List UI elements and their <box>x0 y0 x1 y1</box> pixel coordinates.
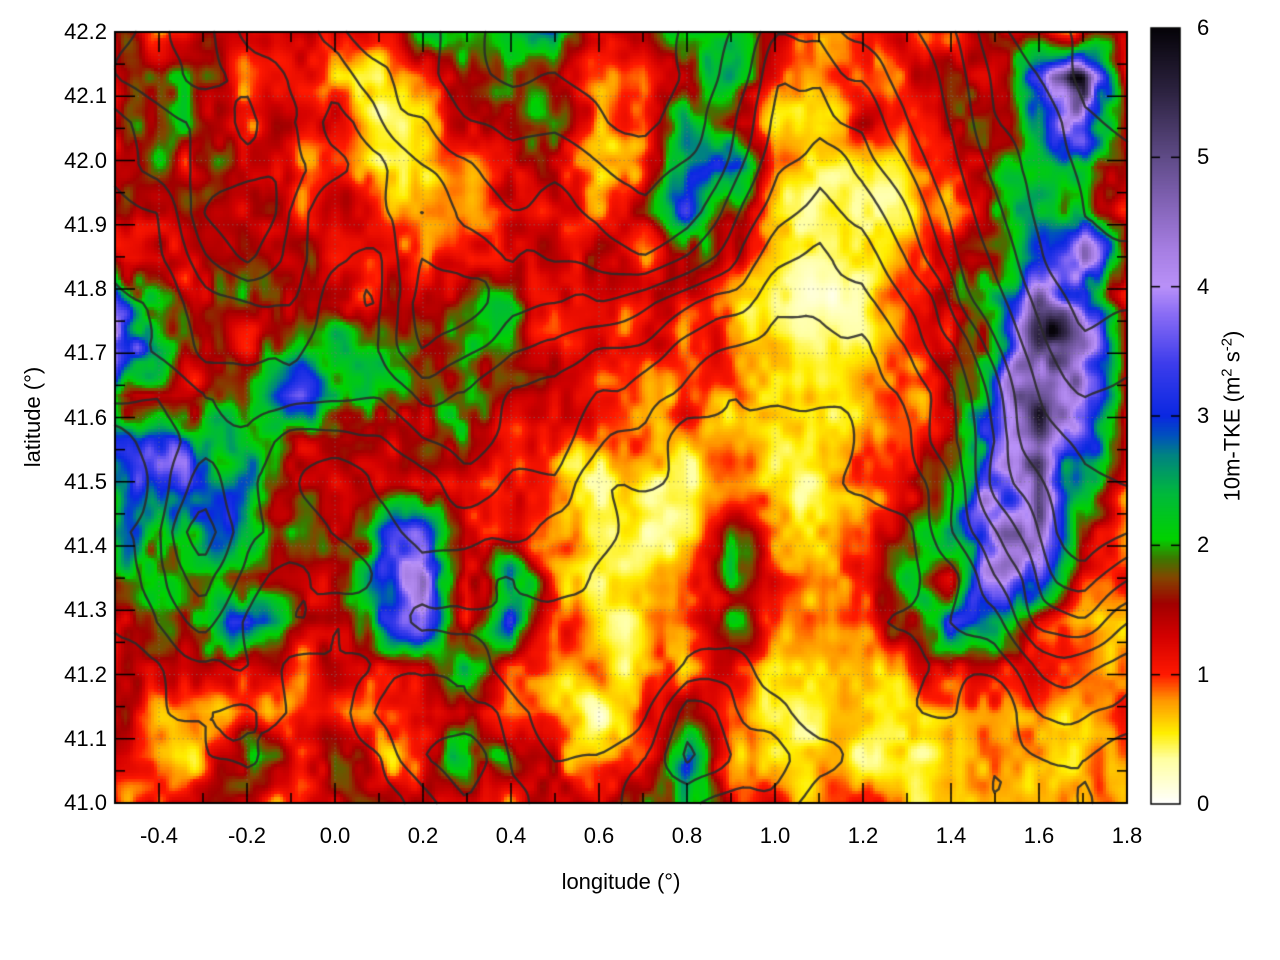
y-tick-label: 41.0 <box>64 790 107 815</box>
y-tick-label: 42.0 <box>64 147 107 173</box>
colorbar-tick-label: 2 <box>1197 532 1210 558</box>
y-tick-label: 41.6 <box>64 404 107 430</box>
x-tick-label: 0.8 <box>671 823 703 848</box>
x-tick-label: 0.6 <box>583 823 615 848</box>
x-tick-label: 1.6 <box>1023 823 1055 848</box>
x-tick-label: 1.8 <box>1111 823 1143 848</box>
x-tick-label: 0.2 <box>407 823 439 848</box>
y-tick-label: 41.8 <box>64 276 107 301</box>
x-tick-label: 0.4 <box>495 823 527 848</box>
y-tick-label: 42.1 <box>64 83 107 109</box>
colorbar-title-post: ) <box>1219 330 1245 338</box>
y-tick-label: 41.3 <box>64 597 107 623</box>
x-tick-label: -0.4 <box>140 823 178 848</box>
x-tick-label: 0.0 <box>319 823 351 848</box>
colorbar-title-pre: 10m-TKE (m <box>1219 376 1245 502</box>
x-tick-label: 1.0 <box>759 823 791 848</box>
colorbar-title-mid: s <box>1219 351 1245 369</box>
colorbar-title: 10m-TKE (m2 s-2) <box>1218 330 1245 502</box>
y-tick-label: 42.2 <box>64 19 107 44</box>
y-tick-label: 41.5 <box>64 468 107 494</box>
colorbar-tick-label: 4 <box>1197 273 1210 299</box>
y-tick-label: 41.7 <box>64 340 107 366</box>
x-tick-label: 1.4 <box>935 823 967 848</box>
colorbar-title-sup1: 2 <box>1218 368 1236 377</box>
x-tick-label: 1.2 <box>847 823 879 848</box>
y-tick-label: 41.2 <box>64 661 107 687</box>
y-axis-title: latitude (°) <box>20 366 45 468</box>
y-tick-label: 41.9 <box>64 211 107 237</box>
y-tick-label: 41.1 <box>64 725 107 751</box>
colorbar-tick-label: 1 <box>1197 661 1210 687</box>
colorbar-title-sup2: -2 <box>1218 337 1236 352</box>
y-tick-label: 41.4 <box>64 533 107 558</box>
colorbar-tick-label: 5 <box>1197 144 1210 170</box>
x-tick-label: -0.2 <box>228 823 266 848</box>
colorbar-tick-label: 3 <box>1197 403 1210 428</box>
x-axis-title: longitude (°) <box>561 869 681 894</box>
colorbar-tick-label: 6 <box>1197 15 1210 40</box>
colorbar-tick-label: 0 <box>1197 791 1210 816</box>
